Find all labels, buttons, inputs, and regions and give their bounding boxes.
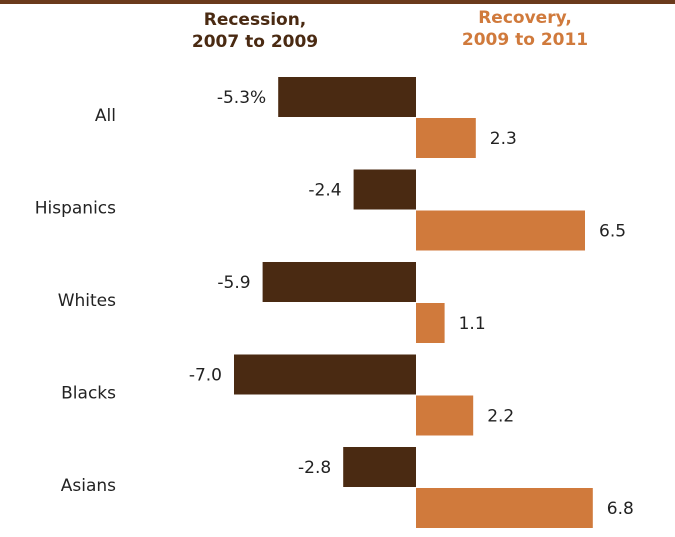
- recovery-bar-asians: [416, 488, 593, 528]
- recession-value-label-blacks: -7.0: [189, 366, 222, 386]
- recovery-value-label-whites: 1.1: [459, 314, 486, 334]
- recession-value-label-asians: -2.8: [298, 458, 331, 478]
- recovery-header: Recovery, 2009 to 2011: [420, 7, 630, 51]
- recovery-header-line2: 2009 to 2011: [461, 30, 589, 50]
- category-label-hispanics: Hispanics: [35, 199, 116, 219]
- category-label-asians: Asians: [61, 476, 116, 496]
- recession-bar-hispanics: [353, 169, 416, 210]
- category-label-whites: Whites: [58, 291, 116, 311]
- recovery-value-label-all: 2.3: [490, 129, 517, 149]
- recovery-bar-hispanics: [416, 210, 585, 251]
- category-label-blacks: Blacks: [61, 384, 116, 404]
- recovery-bar-blacks: [416, 395, 474, 436]
- recession-value-label-whites: -5.9: [217, 273, 250, 293]
- top-border-line: [0, 0, 675, 4]
- recession-value-label-all: -5.3%: [217, 88, 266, 108]
- recovery-bar-whites: [416, 303, 445, 343]
- recession-bar-all: [278, 77, 416, 117]
- recession-header: Recession, 2007 to 2009: [150, 9, 360, 53]
- recovery-value-label-blacks: 2.2: [487, 407, 514, 427]
- category-label-all: All: [95, 106, 116, 126]
- recovery-value-label-asians: 6.8: [607, 499, 634, 519]
- recovery-header-line1: Recovery,: [478, 8, 572, 28]
- recovery-bar-all: [416, 118, 476, 158]
- recovery-value-label-hispanics: 6.5: [599, 222, 626, 242]
- recession-bar-blacks: [234, 354, 416, 395]
- recession-bar-asians: [343, 447, 416, 487]
- recession-bar-whites: [262, 262, 416, 302]
- recession-value-label-hispanics: -2.4: [308, 181, 341, 201]
- recession-header-line1: Recession,: [203, 10, 307, 30]
- recession-header-line2: 2007 to 2009: [191, 32, 319, 52]
